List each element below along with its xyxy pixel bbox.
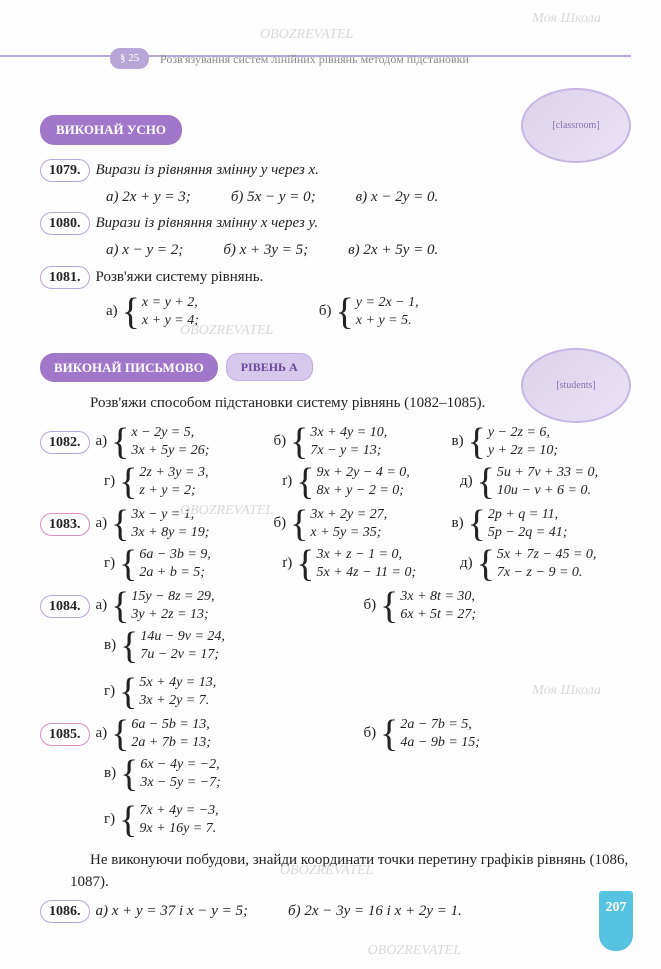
level-a: РІВЕНЬ А	[226, 353, 313, 381]
problem-1082-row2: г){2z + 3y = 3,z + y = 2; ґ){9x + 2y − 4…	[104, 463, 631, 501]
section-photo-1: [classroom]	[521, 88, 631, 163]
badge-written-row: ВИКОНАЙ ПИСЬМОВО РІВЕНЬ А	[40, 353, 631, 383]
problem-text: Вирази із рівняння змінну y через x.	[96, 159, 632, 182]
brace-icon: {	[336, 293, 354, 331]
badge-oral: ВИКОНАЙ УСНО	[40, 115, 182, 145]
option-a: а) x + y = 37 і x − y = 5;	[96, 900, 249, 923]
problem-1083-row2: г){6a − 3b = 9,2a + b = 5; ґ){3x + z − 1…	[104, 545, 631, 583]
option-c: в) x − 2y = 0.	[356, 186, 439, 209]
system-b: б) { y = 2x − 1,x + y = 5.	[319, 293, 419, 331]
problem-number: 1082.	[40, 431, 90, 454]
option-a: а) x − y = 2;	[106, 239, 183, 262]
problem-number: 1085.	[40, 723, 90, 746]
option-label: б)	[319, 300, 332, 323]
option-b: б) x + 3y = 5;	[223, 239, 308, 262]
watermark: OBOZREVATEL	[260, 24, 353, 45]
option-label: а)	[106, 300, 118, 323]
problem-1081-options: а) { x = y + 2,x + y = 4; б) { y = 2x − …	[106, 293, 631, 331]
problem-number: 1084.	[40, 595, 90, 618]
section-title: Розв'язування систем лінійних рівнянь ме…	[160, 50, 469, 68]
problem-1081: 1081. Розв'яжи систему рівнянь.	[40, 266, 631, 289]
option-a: а) 2x + y = 3;	[106, 186, 191, 209]
problem-1082: 1082. а){x − 2y = 5,3x + 5y = 26; б){3x …	[40, 423, 631, 461]
section-tag: § 25	[110, 48, 149, 69]
option-b: б) 5x − y = 0;	[231, 186, 316, 209]
intro-1086-1087: Не виконуючи побудови, знайди координати…	[70, 849, 631, 894]
problem-1085-row2: в){6x − 4y = −2,3x − 5y = −7; г){7x + 4y…	[104, 755, 631, 839]
problem-1084: 1084. а){15y − 8z = 29,3y + 2z = 13; б){…	[40, 587, 631, 625]
option-b: б) 2x − 3y = 16 і x + 2y = 1.	[288, 900, 462, 923]
system-a: а) { x = y + 2,x + y = 4;	[106, 293, 199, 331]
problem-number: 1083.	[40, 513, 90, 536]
problem-1083: 1083. а){3x − y = 1,3x + 8y = 19; б){3x …	[40, 505, 631, 543]
problem-text: Розв'яжи систему рівнянь.	[96, 266, 632, 289]
problem-text: Вирази із рівняння змінну x через y.	[96, 212, 632, 235]
problem-number: 1080.	[40, 212, 90, 235]
badge-written: ВИКОНАЙ ПИСЬМОВО	[40, 353, 218, 383]
problem-number: 1086.	[40, 900, 90, 923]
problem-number: 1079.	[40, 159, 90, 182]
watermark: OBOZREVATEL	[368, 940, 461, 961]
problem-1086: 1086. а) x + y = 37 і x − y = 5; б) 2x −…	[40, 900, 631, 923]
problem-1080-options: а) x − y = 2; б) x + 3y = 5; в) 2x + 5y …	[106, 239, 631, 262]
problem-1080: 1080. Вирази із рівняння змінну x через …	[40, 212, 631, 235]
problem-1084-row2: в){14u − 9v = 24,7u − 2v = 17; г){5x + 4…	[104, 627, 631, 711]
problem-1085: 1085. а){6a − 5b = 13,2a + 7b = 13; б){2…	[40, 715, 631, 753]
problem-1079-options: а) 2x + y = 3; б) 5x − y = 0; в) x − 2y …	[106, 186, 631, 209]
watermark: Моя Школа	[532, 8, 601, 29]
problem-number: 1081.	[40, 266, 90, 289]
problem-1079: 1079. Вирази із рівняння змінну y через …	[40, 159, 631, 182]
brace-icon: {	[122, 293, 140, 331]
option-c: в) 2x + 5y = 0.	[348, 239, 438, 262]
